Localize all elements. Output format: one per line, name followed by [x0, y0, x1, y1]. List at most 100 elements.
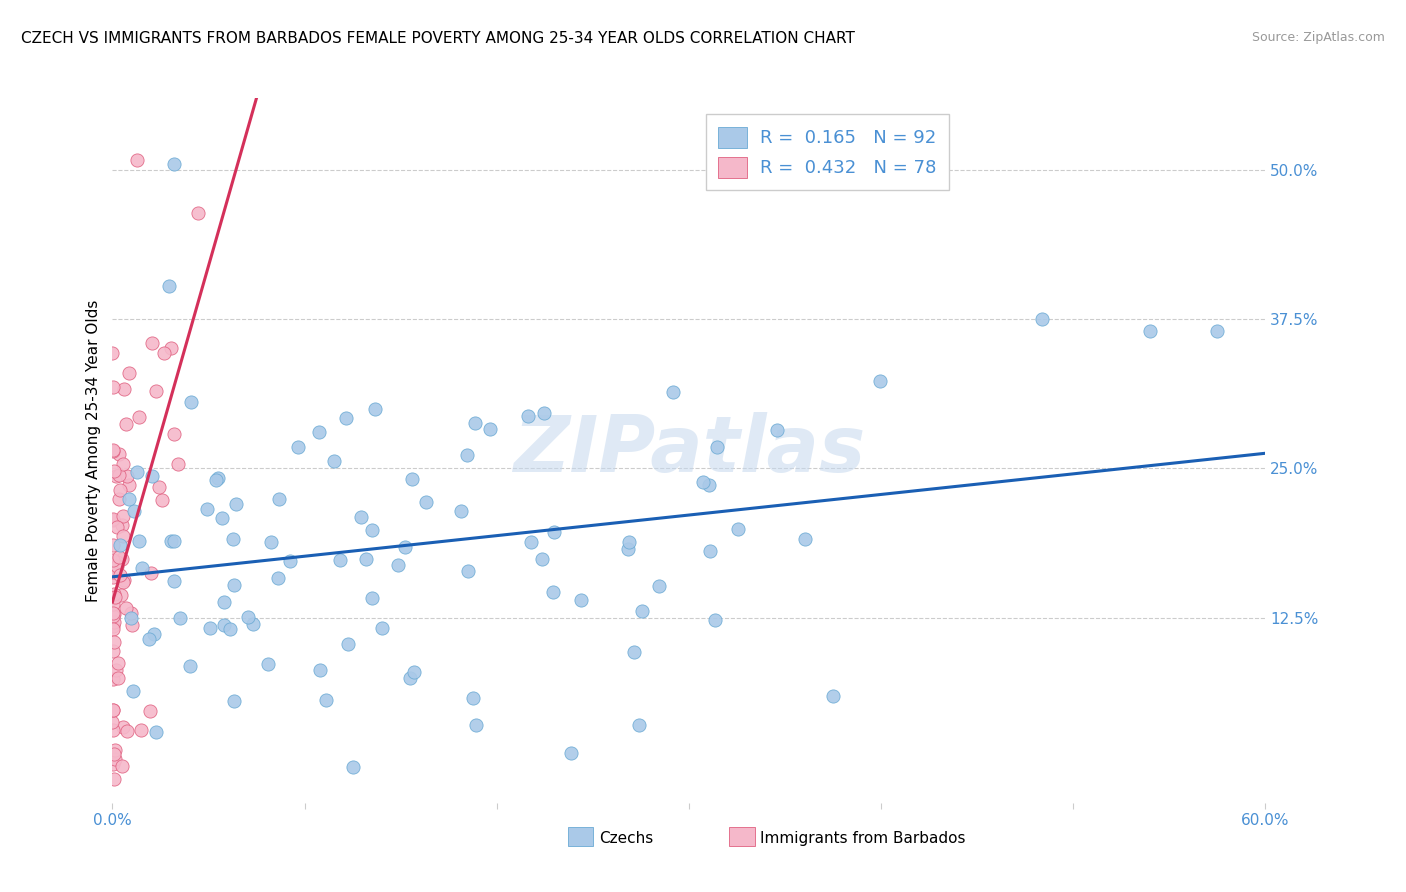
- Point: [108, 567, 131, 582]
- Point: [457, 564, 479, 578]
- Point: [463, 690, 485, 705]
- Point: [101, 702, 124, 716]
- Point: [117, 492, 139, 507]
- Point: [329, 553, 352, 567]
- Point: [541, 585, 564, 599]
- Point: [533, 406, 555, 420]
- Point: [179, 658, 201, 673]
- Point: [108, 549, 131, 564]
- Text: Czechs: Czechs: [599, 830, 654, 846]
- Point: [727, 522, 749, 536]
- Point: [111, 551, 134, 566]
- Point: [120, 611, 142, 625]
- Point: [631, 604, 654, 618]
- Point: [139, 566, 162, 580]
- Point: [112, 573, 135, 587]
- Point: [167, 457, 190, 471]
- Point: [211, 511, 233, 525]
- Point: [111, 575, 134, 590]
- Point: [104, 743, 127, 757]
- Point: [101, 723, 124, 737]
- Point: [145, 725, 167, 739]
- Point: [157, 278, 180, 293]
- Point: [103, 607, 125, 621]
- Point: [1139, 324, 1161, 338]
- Point: [337, 637, 360, 651]
- Point: [101, 512, 124, 526]
- Point: [569, 593, 592, 607]
- FancyBboxPatch shape: [730, 827, 755, 847]
- Point: [180, 395, 202, 409]
- Point: [323, 454, 346, 468]
- Point: [207, 471, 229, 485]
- Point: [118, 367, 141, 381]
- Point: [108, 538, 131, 552]
- Point: [111, 518, 134, 533]
- Point: [309, 664, 332, 678]
- Point: [692, 475, 714, 490]
- Point: [128, 534, 150, 549]
- Point: [224, 694, 246, 708]
- Point: [128, 410, 150, 425]
- Point: [138, 704, 160, 718]
- Point: [120, 606, 142, 620]
- Point: [124, 504, 146, 518]
- Point: [308, 425, 330, 439]
- Point: [371, 621, 394, 635]
- Point: [101, 552, 124, 566]
- Point: [160, 533, 183, 548]
- Point: [101, 644, 124, 658]
- Point: [108, 467, 131, 482]
- Point: [661, 385, 683, 400]
- Point: [107, 447, 129, 461]
- Point: [103, 465, 125, 479]
- Point: [361, 523, 384, 537]
- Point: [145, 384, 167, 399]
- Y-axis label: Female Poverty Among 25-34 Year Olds: Female Poverty Among 25-34 Year Olds: [86, 300, 101, 601]
- Point: [1031, 311, 1053, 326]
- Point: [478, 422, 501, 436]
- Point: [127, 153, 149, 168]
- Point: [101, 442, 124, 457]
- Point: [360, 591, 382, 605]
- Point: [394, 540, 416, 554]
- Point: [356, 552, 378, 566]
- Point: [627, 718, 650, 732]
- Point: [160, 341, 183, 355]
- Point: [103, 587, 125, 601]
- Point: [110, 587, 132, 601]
- Point: [464, 416, 486, 430]
- Point: [121, 684, 143, 698]
- Point: [766, 423, 789, 437]
- Point: [118, 477, 141, 491]
- Point: [517, 409, 540, 423]
- Point: [103, 752, 125, 766]
- Point: [205, 473, 228, 487]
- Point: [269, 492, 291, 507]
- Point: [111, 457, 134, 471]
- Point: [163, 157, 186, 171]
- Point: [212, 595, 235, 609]
- Point: [387, 558, 409, 572]
- Point: [335, 411, 357, 425]
- Point: [623, 645, 645, 659]
- Point: [131, 561, 153, 575]
- Text: Immigrants from Barbados: Immigrants from Barbados: [761, 830, 966, 846]
- Point: [103, 538, 125, 552]
- Point: [105, 520, 128, 534]
- Point: [104, 469, 127, 483]
- Point: [648, 579, 671, 593]
- Point: [198, 621, 221, 635]
- Point: [141, 336, 163, 351]
- Point: [222, 532, 245, 546]
- Point: [163, 534, 186, 549]
- Point: [450, 504, 472, 518]
- Point: [219, 622, 242, 636]
- Point: [105, 558, 128, 573]
- Point: [869, 374, 891, 388]
- Point: [115, 723, 138, 738]
- Point: [267, 571, 290, 585]
- Point: [543, 524, 565, 539]
- Point: [112, 509, 135, 524]
- Point: [315, 693, 337, 707]
